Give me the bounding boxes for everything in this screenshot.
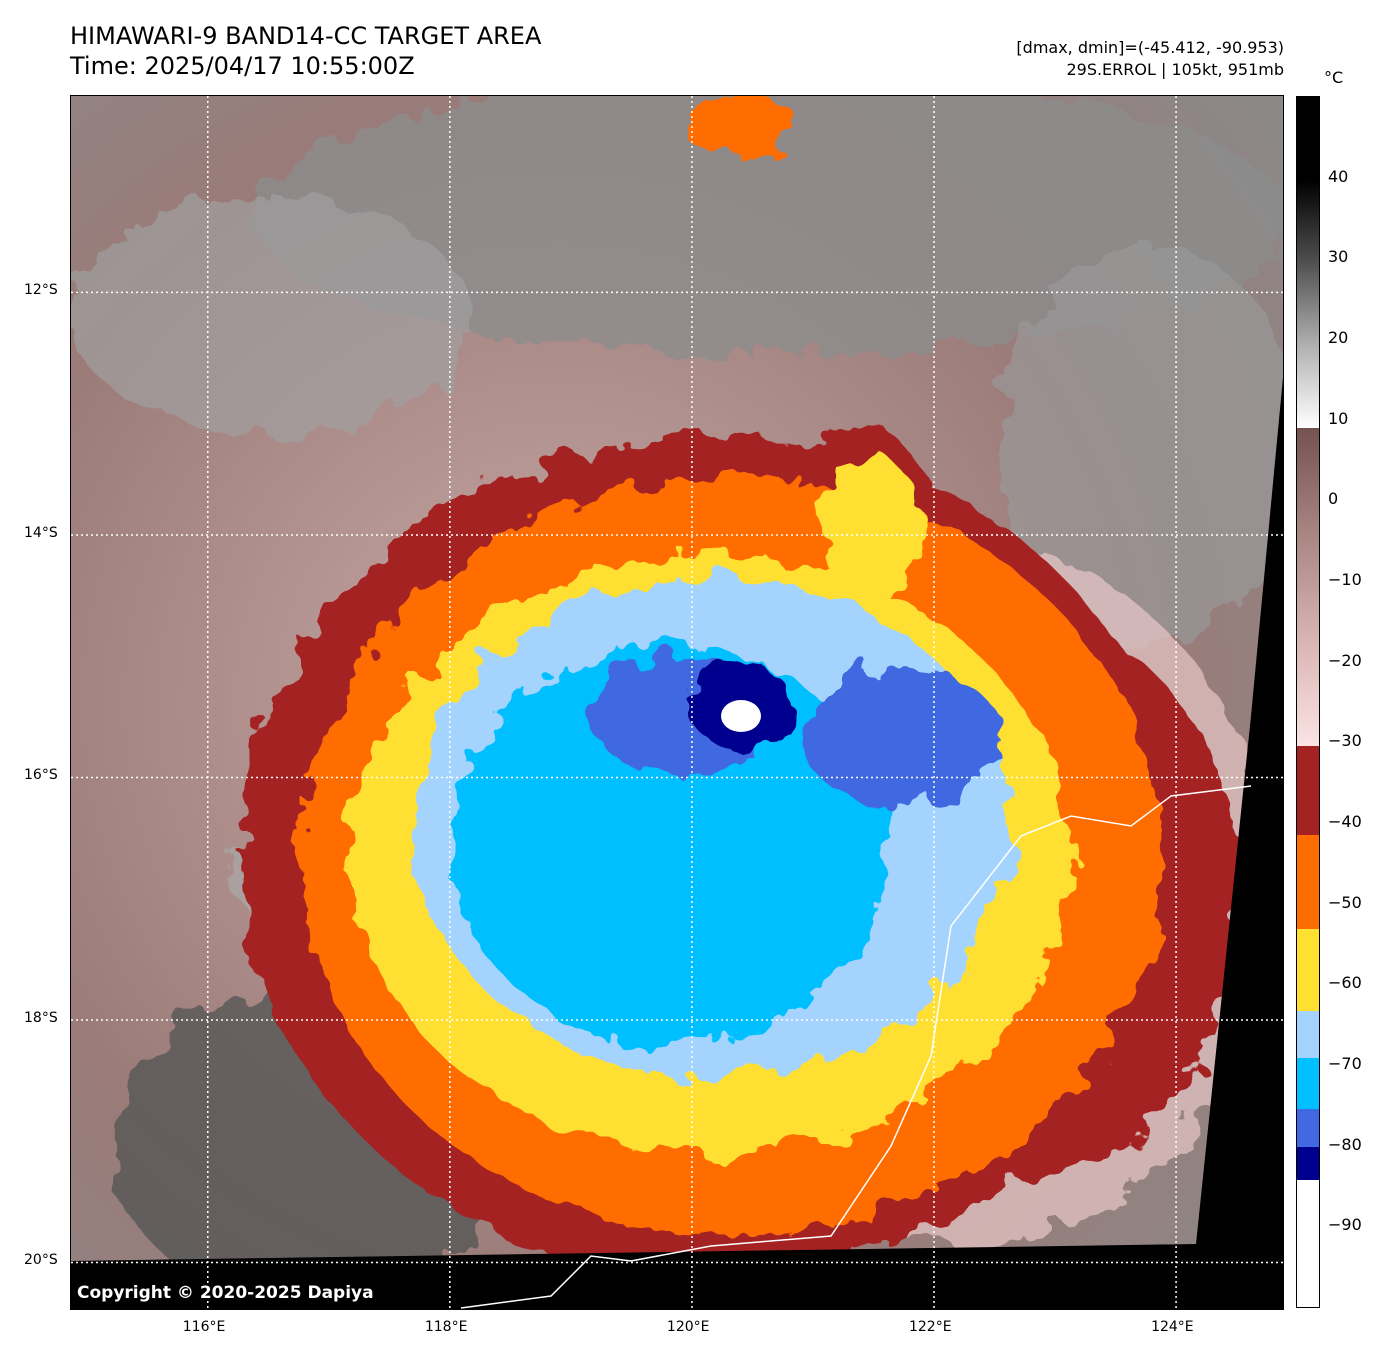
colorbar-segment xyxy=(1297,1108,1319,1148)
colorbar-segment xyxy=(1297,929,1319,1011)
colorbar-tick-label: 20 xyxy=(1328,328,1349,347)
gridlines xyxy=(71,96,1283,1309)
lon-label: 120°E xyxy=(666,1319,710,1335)
satellite-image: Copyright © 2020-2025 Dapiya xyxy=(70,95,1284,1310)
colorbar-segment xyxy=(1297,745,1319,836)
dmax-dmin: [dmax, dmin]=(-45.412, -90.953) xyxy=(1016,38,1284,57)
chart-title: HIMAWARI-9 BAND14-CC TARGET AREA xyxy=(70,22,542,50)
colorbar-unit: °C xyxy=(1324,68,1344,87)
copyright: Copyright © 2020-2025 Dapiya xyxy=(77,1283,374,1303)
lon-label: 118°E xyxy=(424,1319,468,1335)
colorbar-tick-label: −40 xyxy=(1328,812,1362,831)
colorbar-tick-label: −50 xyxy=(1328,892,1362,912)
colorbar-tick-label: −80 xyxy=(1328,1134,1362,1154)
storm-info: 29S.ERROL | 105kt, 951mb xyxy=(1066,60,1284,79)
lon-label: 116°E xyxy=(182,1319,226,1335)
colorbar-segment xyxy=(1297,1180,1319,1307)
lat-label: 16°S xyxy=(24,767,58,784)
colorbar-segment xyxy=(1297,835,1319,930)
colorbar-segment xyxy=(1297,1010,1319,1058)
colorbar-tick-label: −20 xyxy=(1328,650,1362,670)
cloud-field xyxy=(71,96,1283,1306)
lat-label: 20°S xyxy=(24,1252,58,1269)
timestamp: Time: 2025/04/17 10:55:00Z xyxy=(70,52,415,80)
lat-label: 18°S xyxy=(24,1009,58,1026)
coastline xyxy=(460,785,1252,1309)
lon-label: 122°E xyxy=(908,1319,952,1335)
colorbar-gradient xyxy=(1297,427,1319,746)
ir-imagery xyxy=(71,96,1283,1309)
colorbar-gradient xyxy=(1297,97,1319,428)
lat-label: 14°S xyxy=(24,524,58,541)
colorbar-tick-label: −30 xyxy=(1328,731,1362,751)
lat-label: 12°S xyxy=(24,282,58,299)
colorbar-tick-label: 40 xyxy=(1328,166,1349,186)
colorbar-tick-label: −60 xyxy=(1328,973,1362,993)
colorbar-tick-label: 30 xyxy=(1328,247,1349,267)
colorbar-tick-label: 10 xyxy=(1328,408,1349,428)
colorbar-tick-label: −10 xyxy=(1328,570,1362,589)
colorbar-tick-label: −70 xyxy=(1328,1054,1362,1073)
colorbar-tick-label: −90 xyxy=(1328,1215,1362,1235)
colorbar xyxy=(1296,96,1320,1308)
colorbar-segment xyxy=(1297,1147,1319,1181)
colorbar-segment xyxy=(1297,1057,1319,1109)
lon-label: 124°E xyxy=(1151,1319,1194,1335)
coldest-tops xyxy=(721,700,761,732)
colorbar-tick-label: 0 xyxy=(1328,489,1339,509)
